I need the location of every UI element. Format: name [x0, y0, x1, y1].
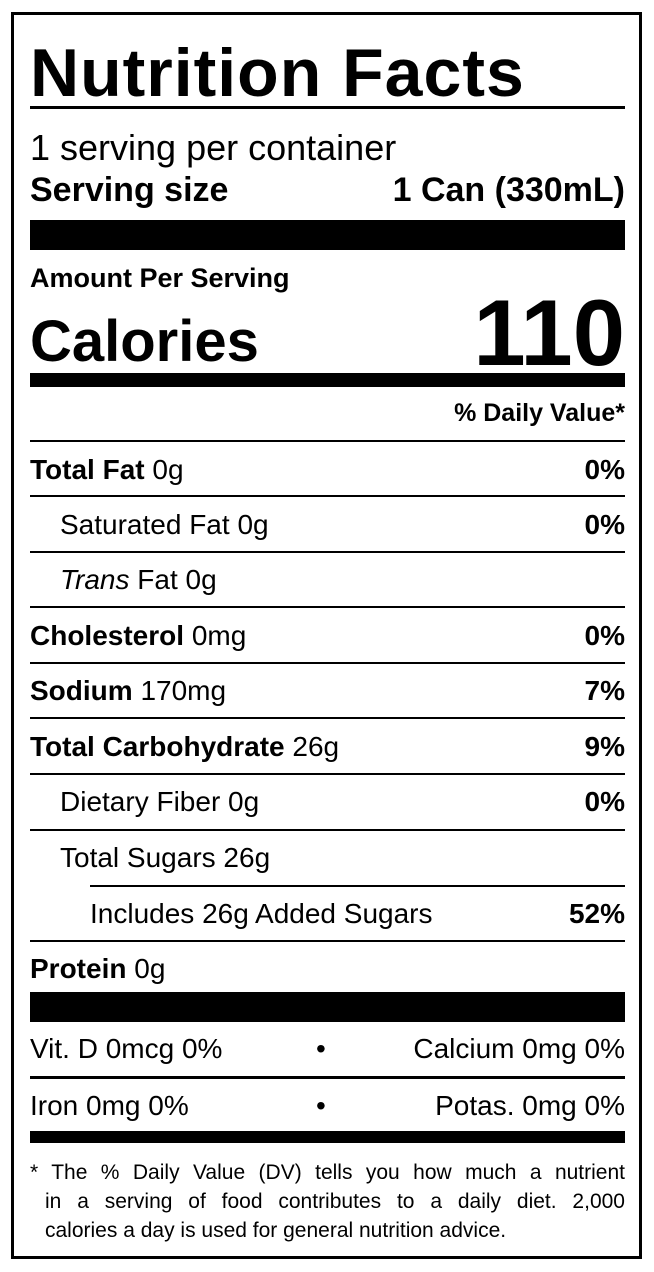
potassium: Potas. 0mg 0% [435, 1089, 625, 1121]
nutrient-row-trans-fat: Trans Fat 0g [30, 552, 625, 607]
nutrient-dv: 7% [584, 674, 625, 706]
nutrient-dv: 0% [584, 785, 625, 817]
medium-divider [30, 1131, 625, 1143]
nutrition-label: Nutrition Facts 1 serving per container … [11, 12, 642, 1259]
nutrient-row-protein: Protein 0g [30, 941, 625, 996]
nutrient-row-added-sugars: Includes 26g Added Sugars 52% [30, 886, 625, 941]
calcium: Calcium 0mg 0% [413, 1032, 625, 1064]
nutrient-amount: 26g [292, 730, 340, 762]
vitamin-row: Iron 0mg 0% • Potas. 0mg 0% [30, 1078, 625, 1133]
nutrient-amount: 0g [237, 508, 269, 540]
nutrient-dv: 0% [584, 453, 625, 485]
nutrient-name: Trans [60, 563, 130, 595]
nutrient-name-suffix: Fat [137, 563, 178, 595]
divider [30, 662, 625, 664]
divider [30, 773, 625, 775]
nutrient-name: Total Sugars [60, 841, 216, 873]
daily-value-header: % Daily Value* [454, 399, 625, 427]
medium-divider [30, 373, 625, 387]
nutrient-row-total-carbohydrate: Total Carbohydrate 26g 9% [30, 719, 625, 774]
divider [30, 106, 625, 109]
footnote-line: * The % Daily Value (DV) tells you how m… [30, 1161, 625, 1184]
footnote-line: calories a day is used for general nutri… [45, 1219, 507, 1242]
nutrient-row-total-fat: Total Fat 0g 0% [30, 442, 625, 497]
servings-per-container: 1 serving per container [30, 127, 397, 168]
nutrient-dv: 9% [584, 730, 625, 762]
label-title: Nutrition Facts [30, 35, 525, 111]
nutrient-name: Cholesterol [30, 619, 185, 651]
footnote-line: in a serving of food contributes to a da… [45, 1190, 625, 1213]
iron: Iron 0mg 0% [30, 1089, 189, 1121]
nutrient-row-dietary-fiber: Dietary Fiber 0g 0% [30, 774, 625, 829]
nutrient-dv: 0% [584, 619, 625, 651]
nutrient-row-total-sugars: Total Sugars 26g [30, 830, 625, 885]
nutrient-dv: 52% [568, 897, 625, 929]
serving-size-label: Serving size [30, 171, 229, 209]
nutrient-dv: 0% [584, 508, 625, 540]
nutrient-amount: 0g [185, 563, 217, 595]
thick-divider [30, 220, 625, 250]
divider [30, 495, 625, 497]
nutrient-amount: 0g [228, 785, 260, 817]
divider [90, 885, 625, 887]
vitamin-row: Vit. D 0mcg 0% • Calcium 0mg 0% [30, 1021, 625, 1076]
divider [30, 717, 625, 719]
bullet-separator: • [316, 1032, 326, 1064]
divider [30, 1076, 625, 1079]
nutrient-name: Total Fat [30, 453, 145, 485]
divider [30, 940, 625, 942]
divider [30, 551, 625, 553]
serving-size-value: 1 Can (330mL) [392, 171, 625, 209]
calories-value: 110 [473, 280, 625, 385]
nutrient-amount: 170mg [140, 674, 227, 706]
nutrient-row-sodium: Sodium 170mg 7% [30, 663, 625, 718]
nutrient-amount: 0mg [191, 619, 247, 651]
footnote: * The % Daily Value (DV) tells you how m… [30, 1158, 625, 1245]
amount-per-serving: Amount Per Serving [30, 263, 290, 293]
divider [30, 829, 625, 831]
nutrient-name: Dietary Fiber [60, 785, 221, 817]
nutrient-row-saturated-fat: Saturated Fat 0g 0% [30, 497, 625, 552]
nutrient-amount: 0g [152, 453, 184, 485]
thick-divider [30, 992, 625, 1022]
vitamin-d: Vit. D 0mcg 0% [30, 1032, 223, 1064]
nutrient-row-cholesterol: Cholesterol 0mg 0% [30, 608, 625, 663]
nutrient-name: Includes 26g Added Sugars [90, 897, 433, 929]
calories-label: Calories [30, 309, 259, 374]
nutrient-name: Sodium [30, 674, 133, 706]
nutrient-amount: 0g [134, 952, 166, 984]
divider [30, 440, 625, 442]
nutrient-amount: 26g [223, 841, 271, 873]
bullet-separator: • [316, 1089, 326, 1121]
nutrient-name: Total Carbohydrate [30, 730, 285, 762]
nutrient-name: Saturated Fat [60, 508, 230, 540]
nutrient-name: Protein [30, 952, 127, 984]
divider [30, 606, 625, 608]
